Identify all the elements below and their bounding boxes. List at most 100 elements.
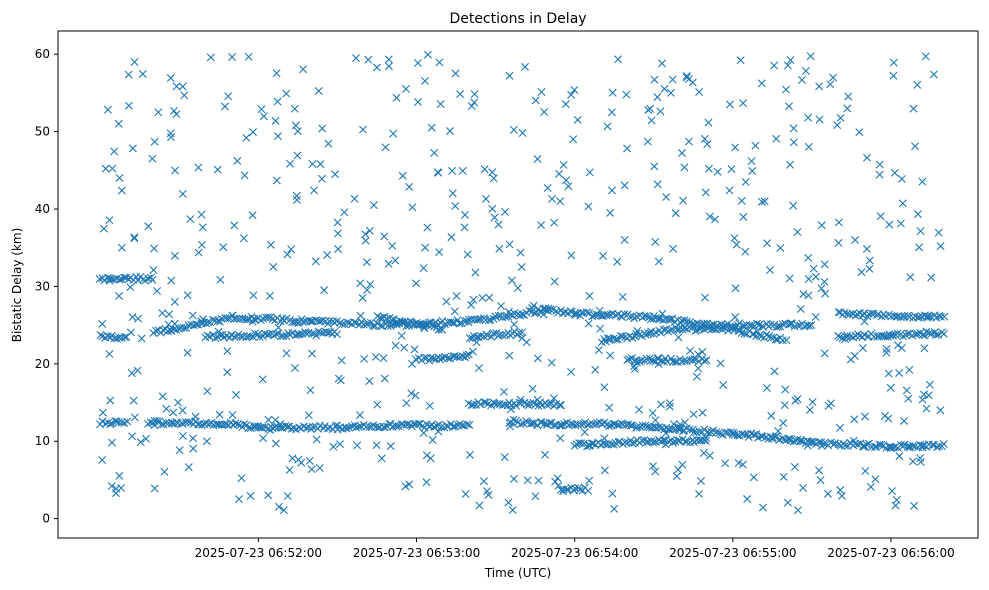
- data-point: [620, 235, 629, 244]
- data-point: [865, 264, 874, 273]
- data-point: [98, 408, 107, 417]
- data-point: [412, 279, 421, 288]
- data-point: [665, 402, 674, 411]
- data-point: [900, 416, 909, 425]
- data-point: [470, 98, 479, 107]
- data-point: [613, 420, 622, 429]
- data-point: [570, 85, 579, 94]
- data-point: [884, 369, 893, 378]
- data-point: [671, 357, 680, 366]
- data-point: [215, 410, 224, 419]
- data-point: [324, 139, 333, 148]
- x-tick-label: 2025-07-23 06:53:00: [353, 546, 480, 560]
- data-point: [168, 419, 177, 428]
- data-point: [167, 133, 176, 142]
- data-point: [334, 244, 343, 253]
- data-point: [169, 408, 178, 417]
- data-point: [863, 312, 872, 321]
- data-point: [676, 420, 685, 429]
- data-point: [893, 329, 902, 338]
- data-point: [654, 423, 663, 432]
- data-point: [401, 482, 410, 491]
- data-point: [358, 125, 367, 134]
- data-point: [237, 474, 246, 483]
- data-point: [698, 347, 707, 356]
- data-point: [354, 422, 363, 431]
- data-point: [934, 228, 943, 237]
- data-point: [329, 442, 338, 451]
- data-point: [628, 439, 637, 448]
- data-point: [725, 186, 734, 195]
- data-point: [625, 355, 634, 364]
- data-point: [936, 242, 945, 251]
- data-point: [551, 477, 560, 486]
- data-point: [789, 138, 798, 147]
- data-point: [844, 92, 853, 101]
- data-point: [910, 501, 919, 510]
- data-point: [562, 176, 571, 185]
- data-point: [638, 421, 647, 430]
- data-point: [516, 395, 525, 404]
- data-point: [467, 102, 476, 111]
- data-point: [152, 326, 160, 335]
- x-tick-label: 2025-07-23 06:55:00: [669, 546, 796, 560]
- data-point: [908, 457, 917, 466]
- data-point: [700, 356, 709, 365]
- data-point: [626, 421, 635, 430]
- data-point: [651, 237, 660, 246]
- data-point: [739, 212, 748, 221]
- data-point: [448, 166, 457, 175]
- data-point: [259, 434, 268, 443]
- data-point: [380, 232, 389, 241]
- data-point: [672, 472, 681, 481]
- data-point: [674, 436, 683, 445]
- data-point: [850, 415, 859, 424]
- data-point: [264, 313, 273, 322]
- data-point: [763, 239, 772, 248]
- data-point: [172, 110, 181, 119]
- data-point: [533, 155, 542, 164]
- data-point: [845, 310, 854, 319]
- data-point: [141, 434, 150, 443]
- data-point: [106, 396, 115, 405]
- data-point: [702, 356, 711, 365]
- data-point: [862, 244, 871, 253]
- data-point: [154, 108, 163, 117]
- data-point: [120, 273, 129, 282]
- data-point: [654, 257, 663, 266]
- data-point: [126, 328, 135, 337]
- data-point: [651, 416, 660, 425]
- data-point: [372, 441, 381, 450]
- data-point: [567, 251, 576, 260]
- data-point: [266, 240, 275, 249]
- data-point: [314, 327, 323, 336]
- data-point: [377, 454, 386, 463]
- data-point: [279, 332, 288, 341]
- data-point: [816, 476, 825, 485]
- data-point: [458, 166, 467, 175]
- data-point: [311, 257, 320, 266]
- data-point: [460, 223, 469, 232]
- data-point: [276, 419, 285, 428]
- data-point: [389, 315, 398, 324]
- data-point: [533, 421, 542, 430]
- data-point: [290, 104, 299, 113]
- data-point: [905, 443, 914, 452]
- data-point: [804, 291, 813, 300]
- data-point: [781, 385, 790, 394]
- data-point: [542, 420, 551, 429]
- data-point: [684, 137, 693, 146]
- data-point: [779, 472, 788, 481]
- data-point: [411, 391, 420, 400]
- data-point: [117, 186, 126, 195]
- data-point: [305, 456, 314, 465]
- data-point: [500, 400, 509, 409]
- data-point: [757, 197, 766, 206]
- data-point: [422, 478, 431, 487]
- data-point: [306, 386, 315, 395]
- data-point: [157, 420, 166, 429]
- data-point: [505, 422, 514, 431]
- y-tick-label: 20: [35, 357, 50, 371]
- data-point: [786, 160, 795, 169]
- data-point: [727, 165, 736, 174]
